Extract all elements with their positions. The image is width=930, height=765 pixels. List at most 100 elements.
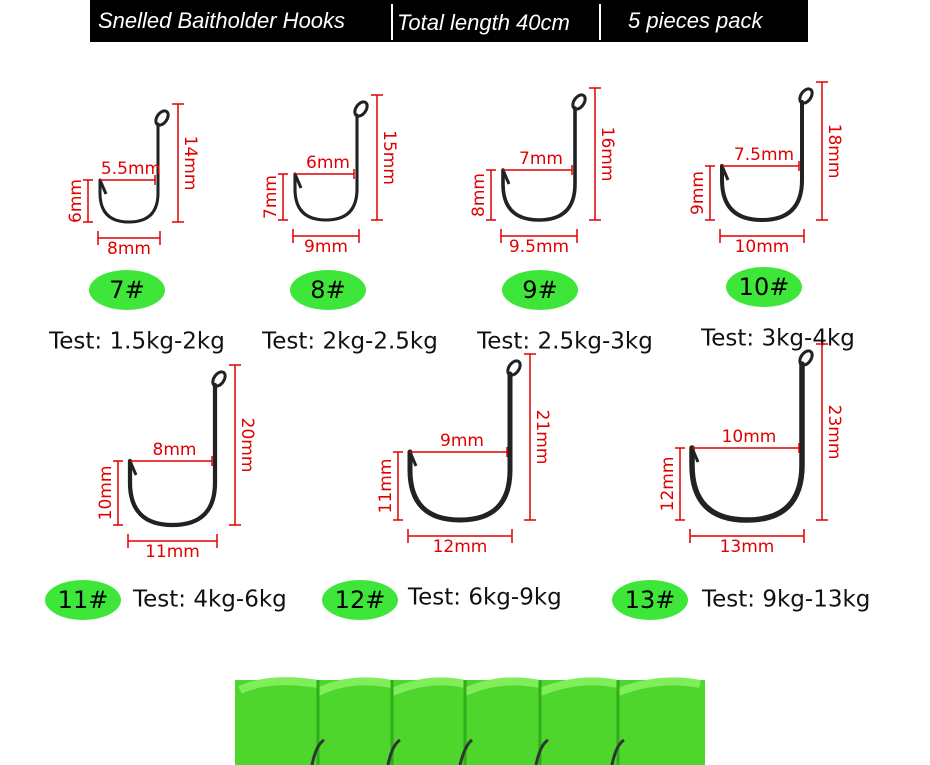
dimension-line (371, 94, 383, 221)
hook-barb (720, 165, 730, 181)
dimension-line (229, 364, 241, 526)
test-label: Test: 4kg-6kg (132, 587, 287, 613)
dimension-line (130, 456, 213, 466)
test-label: Test: 2kg-2.5kg (261, 329, 438, 355)
header-item: Snelled Baitholder Hooks (98, 8, 345, 33)
hook-eye (211, 370, 227, 388)
barb-label: 12mm (658, 457, 678, 512)
dimension-line (410, 447, 508, 457)
gap-label: 8mm (153, 440, 197, 460)
hook (407, 371, 513, 523)
dimension-line (407, 529, 513, 543)
height-label: 16mm (597, 127, 617, 182)
dimension-line (722, 161, 800, 171)
dimension-line (692, 443, 800, 453)
dimension-line (689, 529, 805, 543)
dimension-line (589, 87, 601, 221)
height-label: 23mm (824, 405, 844, 460)
size-pill (322, 580, 398, 620)
hook-barb (408, 451, 418, 467)
size-label: 9# (522, 276, 557, 304)
gap-label: 5.5mm (101, 159, 161, 179)
hook (720, 100, 804, 223)
header-bar (90, 0, 808, 42)
dimension-line (524, 353, 536, 521)
size-label: 8# (310, 276, 345, 304)
hook-eye (798, 87, 814, 105)
barb-label: 7mm (261, 175, 281, 219)
test-label: Test: 9kg-13kg (701, 587, 870, 613)
hook-eye (353, 100, 369, 118)
dimension-line (172, 103, 184, 223)
size-label: 10# (739, 273, 790, 301)
width-label: 12mm (433, 537, 488, 557)
barb-label: 6mm (66, 179, 86, 223)
size-label: 7# (109, 276, 144, 304)
dimension-line (500, 229, 578, 243)
size-pill (502, 270, 578, 310)
hook (127, 382, 218, 528)
hook-eye (571, 93, 587, 111)
barb-label: 8mm (469, 173, 489, 217)
barb-label: 9mm (688, 171, 708, 215)
size-label: 12# (335, 586, 386, 614)
gap-label: 6mm (306, 153, 350, 173)
dimension-line (83, 179, 93, 223)
width-label: 8mm (107, 239, 151, 259)
dimension-line (675, 447, 685, 521)
size-pill (612, 580, 688, 620)
test-label: Test: 2.5kg-3kg (476, 329, 653, 355)
dimension-line (295, 169, 355, 179)
height-label: 14mm (180, 136, 200, 191)
hook (98, 122, 160, 224)
barb-label: 10mm (96, 466, 116, 521)
height-label: 21mm (532, 410, 552, 465)
dimension-line (100, 175, 156, 185)
hook-eye (506, 359, 522, 377)
height-label: 18mm (824, 124, 844, 179)
width-label: 13mm (720, 537, 775, 557)
dimension-line (97, 231, 161, 245)
size-pill (89, 270, 165, 310)
size-pill (45, 580, 121, 620)
dimension-line (816, 81, 828, 221)
size-label: 11# (58, 586, 109, 614)
width-label: 10mm (735, 237, 790, 257)
header-item: Total length 40cm (397, 10, 570, 35)
pack-photo (235, 677, 705, 765)
dimension-line (719, 229, 805, 243)
hook-eye (154, 109, 170, 127)
gap-label: 7mm (519, 149, 563, 169)
test-label: Test: 3kg-4kg (700, 326, 855, 352)
dimension-line (816, 343, 828, 521)
dimension-line (705, 165, 715, 221)
dimension-line (113, 460, 123, 526)
dimension-line (503, 165, 573, 175)
size-pill (726, 267, 802, 307)
barb-label: 11mm (376, 459, 396, 514)
hook-barb (98, 179, 108, 195)
gap-label: 7.5mm (734, 145, 794, 165)
test-label: Test: 1.5kg-2kg (48, 329, 225, 355)
header-item: 5 pieces pack (628, 8, 764, 33)
hook-barb (128, 460, 138, 476)
hook-barb (690, 447, 700, 463)
size-label: 13# (625, 586, 676, 614)
width-label: 11mm (145, 542, 200, 562)
hook-barb (501, 169, 511, 185)
dimension-line (292, 229, 360, 243)
width-label: 9mm (304, 237, 348, 257)
hook-barb (293, 173, 303, 189)
gap-label: 9mm (440, 431, 484, 451)
hook (293, 113, 359, 222)
dimension-line (393, 451, 403, 521)
hook-eye (798, 349, 814, 367)
width-label: 9.5mm (509, 237, 569, 257)
size-pill (290, 270, 366, 310)
dimension-line (127, 534, 218, 548)
hook (501, 106, 577, 222)
hook (689, 361, 805, 523)
height-label: 20mm (237, 418, 257, 473)
